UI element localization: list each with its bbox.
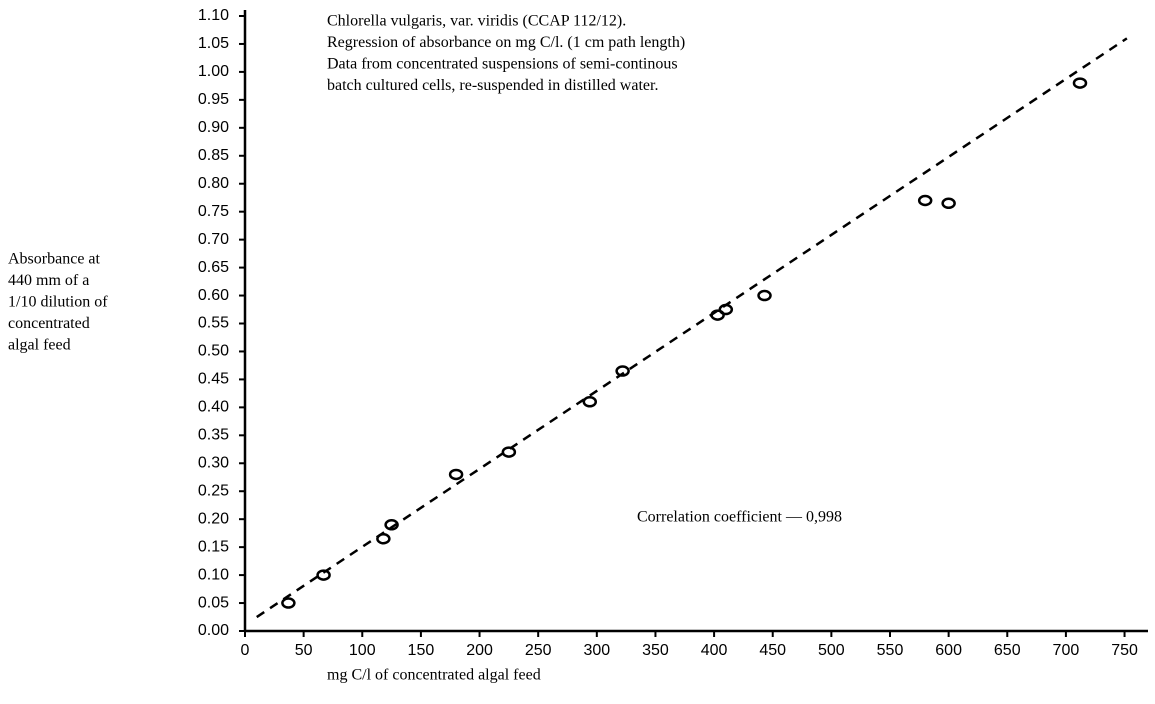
y-axis-label: Absorbance at	[8, 251, 101, 268]
data-point	[710, 309, 725, 321]
y-tick-label: 0.85	[198, 147, 229, 164]
x-tick-label: 650	[994, 642, 1021, 659]
x-tick-label: 0	[241, 642, 250, 659]
data-point	[1072, 77, 1088, 89]
y-axis-label: algal feed	[8, 337, 71, 354]
y-tick-label: 0.65	[198, 259, 229, 276]
x-tick-label: 450	[759, 642, 786, 659]
y-tick-label: 0.00	[198, 622, 229, 639]
x-tick-label: 350	[642, 642, 669, 659]
annotation-line: Regression of absorbance on mg C/l. (1 c…	[327, 34, 685, 51]
annotation-line: Data from concentrated suspensions of se…	[327, 56, 678, 73]
data-point	[615, 365, 630, 377]
x-tick-label: 50	[295, 642, 313, 659]
x-tick-label: 400	[701, 642, 728, 659]
data-point	[917, 194, 933, 207]
x-tick-label: 550	[877, 642, 904, 659]
x-tick-label: 200	[466, 642, 493, 659]
y-tick-label: 0.35	[198, 427, 229, 444]
y-tick-label: 0.05	[198, 594, 229, 611]
correlation-annotation: Correlation coefficient — 0,998	[637, 509, 842, 526]
y-tick-label: 0.70	[198, 231, 229, 248]
x-tick-label: 500	[818, 642, 845, 659]
y-axis-label: concentrated	[8, 315, 90, 332]
y-tick-label: 0.60	[198, 287, 229, 304]
y-tick-label: 0.15	[198, 538, 229, 555]
x-tick-label: 750	[1111, 642, 1138, 659]
x-tick-label: 150	[408, 642, 435, 659]
y-tick-label: 0.75	[198, 203, 229, 220]
data-point	[941, 197, 956, 210]
regression-line	[256, 37, 1128, 619]
y-tick-label: 0.55	[198, 315, 229, 332]
y-tick-label: 0.25	[198, 482, 229, 499]
annotation-line: Chlorella vulgaris, var. viridis (CCAP 1…	[327, 13, 626, 30]
data-point	[757, 289, 772, 302]
y-tick-label: 0.50	[198, 343, 229, 360]
y-tick-label: 1.10	[198, 7, 229, 24]
y-tick-label: 1.00	[198, 63, 229, 80]
x-axis-label: mg C/l of concentrated algal feed	[327, 667, 541, 684]
data-point	[316, 569, 331, 581]
x-tick-label: 700	[1053, 642, 1080, 659]
y-tick-label: 0.10	[198, 566, 229, 583]
x-tick-label: 100	[349, 642, 376, 659]
annotation-line: batch cultured cells, re-suspended in di…	[327, 77, 658, 94]
x-tick-label: 300	[583, 642, 610, 659]
data-point	[582, 396, 598, 408]
y-tick-label: 0.80	[198, 175, 229, 192]
y-tick-label: 0.30	[198, 454, 229, 471]
y-tick-label: 0.95	[198, 91, 229, 108]
data-point	[501, 446, 517, 458]
y-axis-label: 1/10 dilution of	[8, 294, 108, 311]
data-point	[448, 468, 464, 481]
x-tick-label: 600	[935, 642, 962, 659]
y-tick-label: 1.05	[198, 35, 229, 52]
data-point	[281, 597, 296, 609]
x-tick-label: 250	[525, 642, 552, 659]
data-point	[718, 303, 734, 316]
data-point	[376, 533, 391, 545]
y-axis-label: 440 mm of a	[8, 272, 89, 289]
data-point	[384, 519, 399, 531]
y-tick-label: 0.90	[198, 119, 229, 136]
y-tick-label: 0.20	[198, 510, 229, 527]
y-tick-label: 0.40	[198, 399, 229, 416]
y-tick-label: 0.45	[198, 371, 229, 388]
